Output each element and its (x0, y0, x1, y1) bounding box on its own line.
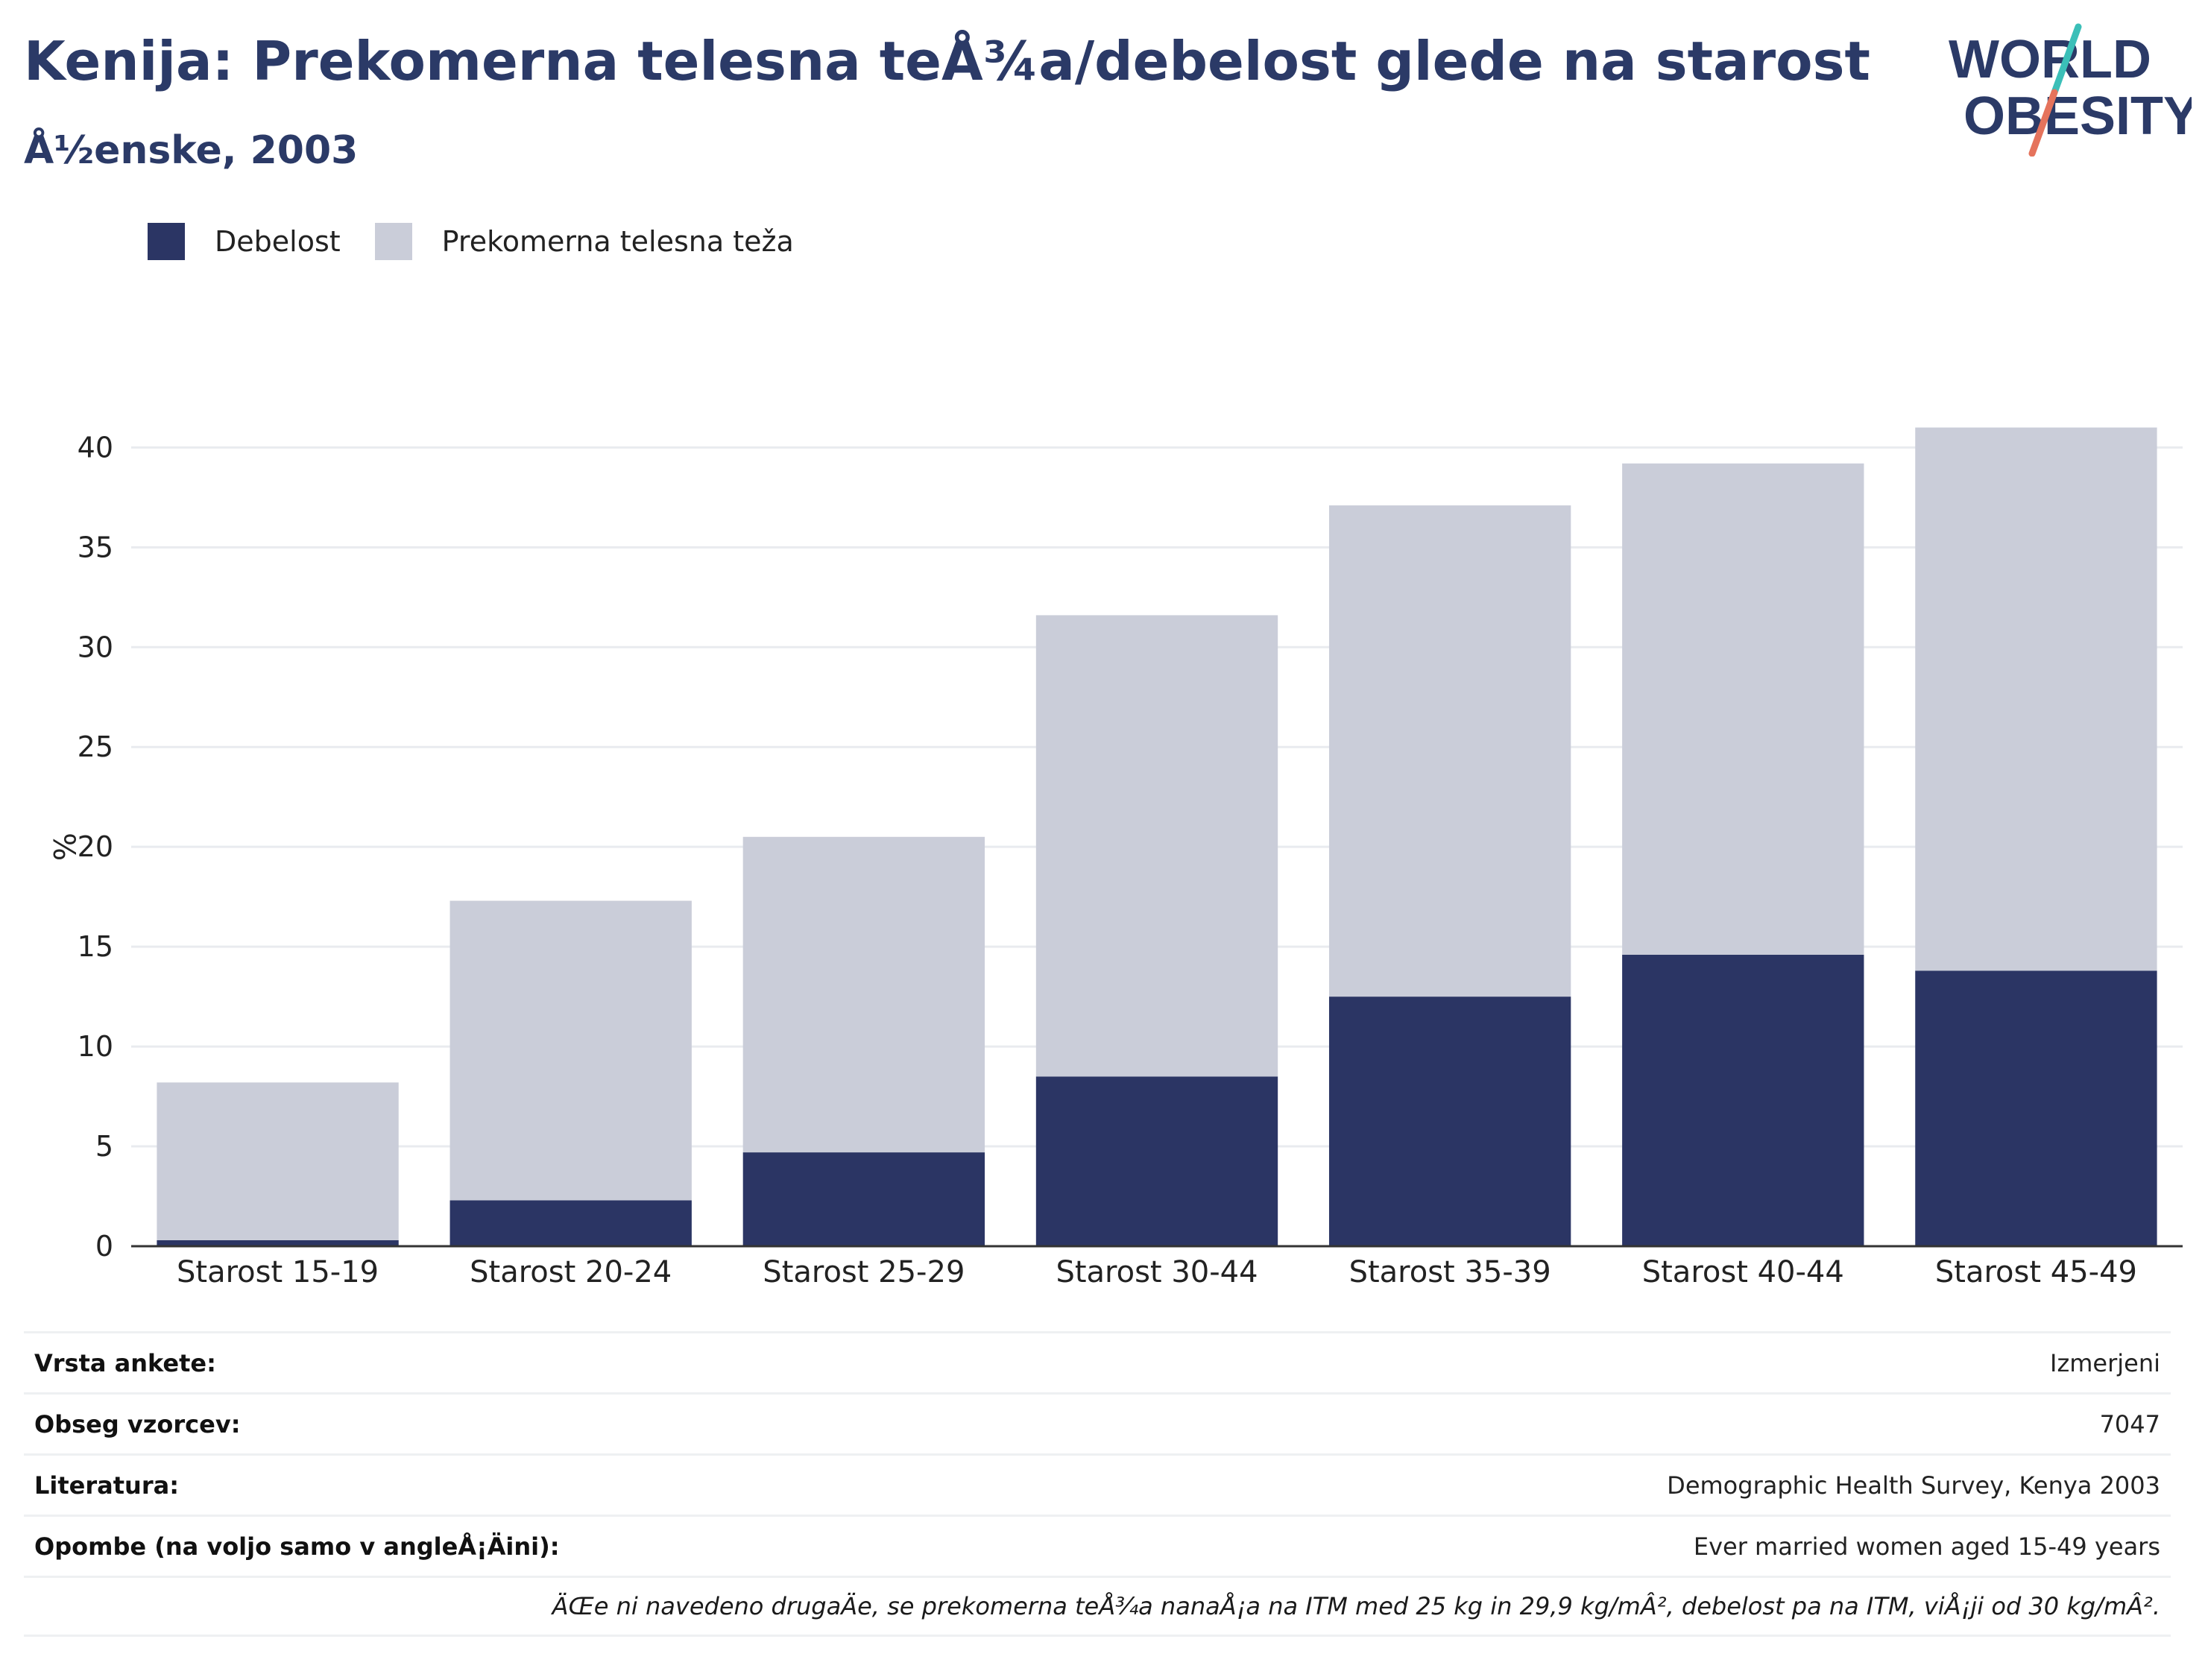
info-row-definition-note: ÄŒe ni navedeno drugaÄe, se prekomerna t… (24, 1576, 2171, 1637)
chart-title: Kenija: Prekomerna telesna teÅ¾a/debelos… (24, 30, 1870, 92)
bar-debelost-0 (157, 1240, 399, 1246)
logo-slash-bottom (2028, 89, 2058, 157)
y-axis-label: % (46, 833, 81, 861)
stacked-bar-chart: 0 5 10 15 20 25 30 35 40% Starost 15-19 Starost 20… (46, 427, 2183, 1289)
legend-swatch-debelost (148, 223, 185, 260)
x-tick-label: Starost 45-49 (1935, 1255, 2137, 1289)
survey-info-table: Vrsta ankete: Izmerjeni Obseg vzorcev: 7… (24, 1331, 2171, 1637)
info-row-notes: Opombe (na voljo samo v angleÅ¡Äini): Ev… (24, 1515, 2171, 1576)
y-tick-label: 40 (78, 431, 113, 464)
bar-debelost-3 (1035, 1076, 1278, 1246)
info-row-sample-size: Obseg vzorcev: 7047 (24, 1392, 2171, 1453)
legend-item-debelost[interactable]: Debelost (148, 223, 375, 260)
info-row-reference: Literatura: Demographic Health Survey, K… (24, 1453, 2171, 1515)
bar-debelost-5 (1622, 954, 1864, 1246)
x-tick-label: Starost 40-44 (1642, 1255, 1844, 1289)
legend-swatch-prekomerna (374, 223, 412, 260)
logo-slash-top (2051, 23, 2082, 96)
bar-prekomerna-1 (449, 900, 692, 1201)
y-tick-label: 15 (78, 930, 113, 963)
info-value: 7047 (2099, 1409, 2160, 1439)
x-tick-label: Starost 35-39 (1349, 1255, 1551, 1289)
legend-label-prekomerna: Prekomerna telesna teža (441, 225, 794, 258)
bar-prekomerna-0 (157, 1082, 399, 1240)
legend-item-prekomerna[interactable]: Prekomerna telesna teža (374, 223, 828, 260)
definition-note: ÄŒe ni navedeno drugaÄe, se prekomerna t… (552, 1592, 2160, 1620)
bar-prekomerna-2 (742, 836, 985, 1153)
y-tick-label: 25 (78, 730, 113, 763)
bar-prekomerna-4 (1328, 505, 1571, 997)
logo-text-obesity: OBESITY (1963, 86, 2192, 146)
info-label: Literatura: (34, 1471, 179, 1500)
chart-subtitle: Å½enske, 2003 (24, 128, 359, 173)
y-tick-label: 10 (78, 1030, 113, 1063)
world-obesity-logo: WORLD OBESITY (1949, 23, 2192, 157)
legend-label-debelost: Debelost (215, 225, 341, 258)
info-value: Demographic Health Survey, Kenya 2003 (1667, 1471, 2160, 1500)
info-label: Vrsta ankete: (34, 1348, 216, 1377)
bar-debelost-2 (742, 1152, 985, 1246)
bar-prekomerna-6 (1915, 427, 2157, 971)
info-label: Obseg vzorcev: (34, 1409, 241, 1439)
info-row-survey-type: Vrsta ankete: Izmerjeni (24, 1331, 2171, 1392)
info-value: Ever married women aged 15-49 years (1693, 1532, 2160, 1561)
x-tick-label: Starost 20-24 (470, 1255, 672, 1289)
x-tick-label: Starost 15-19 (177, 1255, 379, 1289)
bar-debelost-4 (1328, 997, 1571, 1246)
x-tick-label: Starost 25-29 (763, 1255, 965, 1289)
chart-legend: Debelost Prekomerna telesna teža (148, 221, 828, 262)
y-tick-label: 20 (78, 830, 113, 863)
info-value: Izmerjeni (2050, 1348, 2160, 1377)
bar-prekomerna-5 (1622, 463, 1864, 955)
x-tick-label: Starost 30-44 (1056, 1255, 1258, 1289)
bar-debelost-6 (1915, 970, 2157, 1246)
y-tick-label: 30 (78, 631, 113, 663)
logo-text-world: WORLD (1949, 30, 2151, 89)
bar-prekomerna-3 (1035, 615, 1278, 1077)
y-tick-label: 5 (95, 1130, 113, 1163)
y-tick-label: 35 (78, 531, 113, 563)
bar-debelost-1 (449, 1200, 692, 1246)
y-tick-label: 0 (95, 1230, 113, 1263)
info-label: Opombe (na voljo samo v angleÅ¡Äini): (34, 1532, 560, 1561)
